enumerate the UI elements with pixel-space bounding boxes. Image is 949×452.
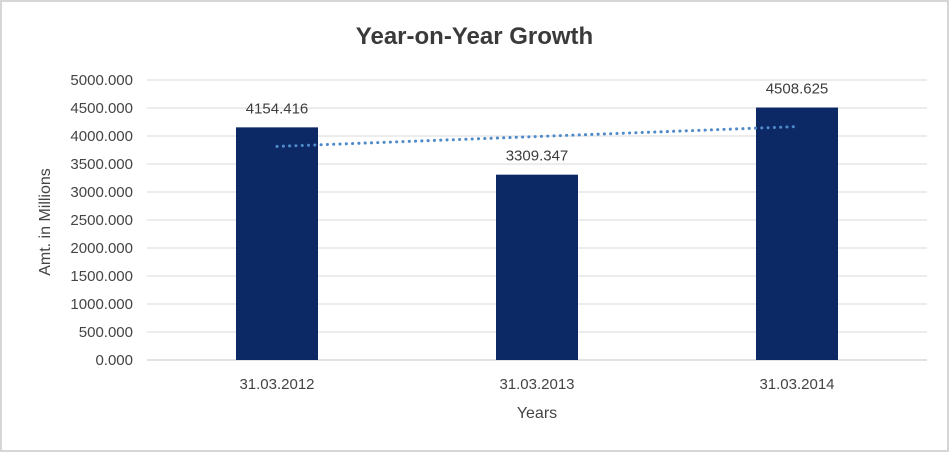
x-category-label: 31.03.2013 — [499, 376, 574, 393]
y-tick-label: 500.000 — [79, 324, 133, 341]
bar — [236, 127, 318, 360]
y-tick-label: 3500.000 — [70, 156, 133, 173]
y-tick-label: 4000.000 — [70, 128, 133, 145]
bar — [496, 174, 578, 360]
y-tick-label: 1000.000 — [70, 296, 133, 313]
bar-data-label: 4154.416 — [246, 100, 309, 117]
x-axis-title: Years — [516, 405, 558, 422]
bar — [756, 107, 838, 360]
y-tick-label: 4500.000 — [70, 100, 133, 117]
x-category-label: 31.03.2014 — [759, 376, 834, 393]
chart-title: Year-on-Year Growth — [355, 23, 594, 50]
y-tick-label: 0.000 — [95, 352, 133, 369]
bar-data-label: 3309.347 — [506, 148, 569, 165]
bar-data-label: 4508.625 — [766, 81, 829, 98]
trendline — [275, 125, 799, 148]
y-tick-label: 1500.000 — [70, 268, 133, 285]
y-tick-label: 3000.000 — [70, 184, 133, 201]
x-category-label: 31.03.2012 — [239, 376, 314, 393]
y-tick-label: 2000.000 — [70, 240, 133, 257]
y-tick-label: 2500.000 — [70, 212, 133, 229]
y-tick-label: 5000.000 — [70, 72, 133, 89]
